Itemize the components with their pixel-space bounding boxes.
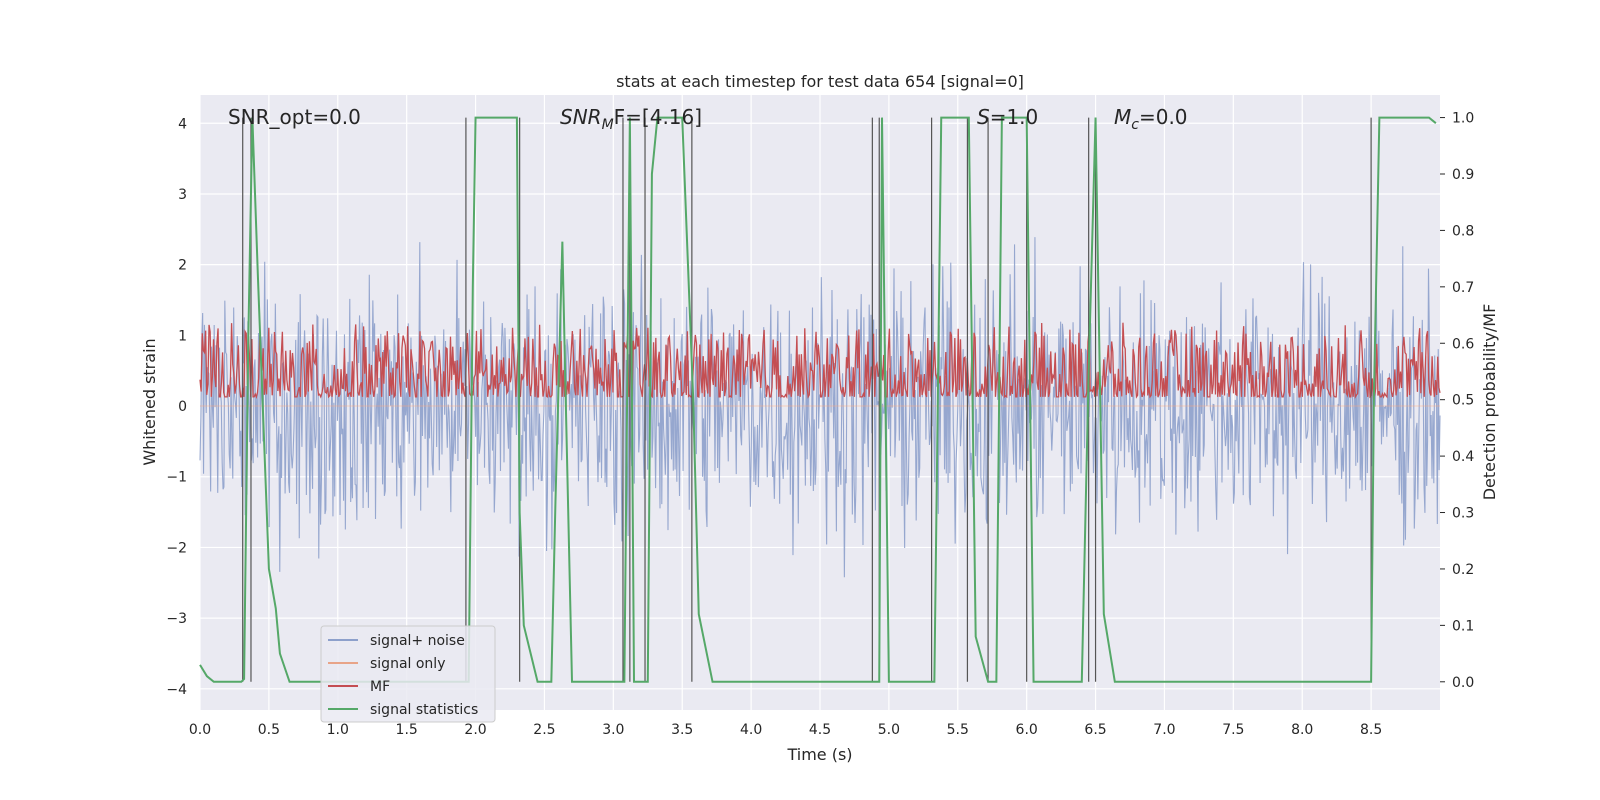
left-y-tick-label: 0 bbox=[178, 399, 187, 415]
x-tick-label: 0.5 bbox=[258, 722, 280, 738]
annotation-snr-mf: SNRMF=[4.16] bbox=[560, 105, 702, 133]
left-y-tick-label: −3 bbox=[166, 611, 187, 627]
x-tick-label: 5.0 bbox=[878, 722, 900, 738]
right-y-tick-label: 0.0 bbox=[1452, 675, 1474, 691]
annotation-mc-symbol: M bbox=[1114, 105, 1131, 129]
vertical-markers bbox=[242, 117, 1372, 682]
annotation-snr-opt: SNR_opt=0.0 bbox=[228, 105, 361, 129]
legend-label-mf: MF bbox=[370, 679, 390, 695]
x-tick-label: 3.5 bbox=[671, 722, 693, 738]
right-y-tick-label: 0.5 bbox=[1452, 393, 1474, 409]
left-y-tick-label: −4 bbox=[166, 682, 187, 698]
x-tick-label: 8.0 bbox=[1291, 722, 1313, 738]
x-tick-label: 7.5 bbox=[1222, 722, 1244, 738]
right-y-axis-label: Detection probability/MF bbox=[1480, 304, 1499, 501]
annotation-s: S=1.0 bbox=[977, 105, 1038, 129]
x-tick-label: 5.5 bbox=[947, 722, 969, 738]
x-tick-label: 7.0 bbox=[1153, 722, 1175, 738]
annotation-snr-mf-symbol: SNR bbox=[560, 105, 602, 129]
annotation-mc: Mc=0.0 bbox=[1114, 105, 1188, 133]
right-y-tick-label: 0.8 bbox=[1452, 223, 1474, 239]
chart-title: stats at each timestep for test data 654… bbox=[616, 72, 1024, 91]
right-y-tick-label: 0.9 bbox=[1452, 167, 1474, 183]
x-tick-label: 3.0 bbox=[602, 722, 624, 738]
legend-label-signal-noise: signal+ noise bbox=[370, 633, 465, 649]
x-tick-label: 4.0 bbox=[740, 722, 762, 738]
annotation-snr-mf-value: F=[4.16] bbox=[614, 105, 702, 129]
legend-label-signal-only: signal only bbox=[370, 656, 445, 672]
legend-box bbox=[320, 625, 496, 723]
annotation-mc-value: =0.0 bbox=[1139, 105, 1188, 129]
x-tick-label: 6.5 bbox=[1084, 722, 1106, 738]
left-y-tick-label: 1 bbox=[178, 328, 187, 344]
legend: signal+ noise signal only MF signal stat… bbox=[320, 625, 496, 723]
left-y-tick-label: 3 bbox=[178, 187, 187, 203]
right-y-axis-ticks: 0.0 0.1 0.2 0.3 0.4 0.5 0.6 0.7 0.8 0.9 1.0 bbox=[1440, 111, 1474, 691]
right-y-tick-label: 0.6 bbox=[1452, 336, 1474, 352]
annotation-mc-subscript: c bbox=[1131, 117, 1139, 133]
signal-statistics-series bbox=[199, 116, 1437, 683]
right-y-tick-label: 1.0 bbox=[1452, 111, 1474, 127]
x-tick-label: 2.5 bbox=[533, 722, 555, 738]
legend-label-signal-statistics: signal statistics bbox=[370, 702, 478, 718]
left-y-tick-label: 4 bbox=[178, 116, 187, 132]
x-axis-ticks: 0.0 0.5 1.0 1.5 2.0 2.5 3.0 3.5 4.0 4.5 5.0 5.5 6.0 6… bbox=[189, 722, 1382, 738]
mf-series bbox=[199, 322, 1441, 399]
right-y-tick-label: 0.2 bbox=[1452, 562, 1474, 578]
x-tick-label: 0.0 bbox=[189, 722, 211, 738]
x-tick-label: 4.5 bbox=[809, 722, 831, 738]
left-y-axis-label: Whitened strain bbox=[140, 338, 159, 465]
x-axis-label: Time (s) bbox=[786, 745, 852, 764]
left-y-tick-label: 2 bbox=[178, 258, 187, 274]
annotation-snr-mf-subscript: M bbox=[602, 117, 614, 133]
right-y-tick-label: 0.3 bbox=[1452, 506, 1474, 522]
left-y-axis-ticks: −4 −3 −2 −1 0 1 2 3 4 bbox=[166, 116, 187, 698]
left-y-tick-label: −2 bbox=[166, 540, 187, 556]
right-y-tick-label: 0.7 bbox=[1452, 280, 1474, 296]
x-tick-label: 2.0 bbox=[464, 722, 486, 738]
right-y-tick-label: 0.1 bbox=[1452, 618, 1474, 634]
signal-statistics-line bbox=[199, 116, 1437, 683]
x-tick-label: 6.0 bbox=[1016, 722, 1038, 738]
x-tick-label: 8.5 bbox=[1360, 722, 1382, 738]
x-tick-label: 1.0 bbox=[327, 722, 349, 738]
x-tick-label: 1.5 bbox=[396, 722, 418, 738]
mf-line bbox=[199, 322, 1441, 399]
annotation-s-symbol: S bbox=[977, 105, 990, 129]
annotation-s-value: =1.0 bbox=[990, 105, 1039, 129]
left-y-tick-label: −1 bbox=[166, 470, 187, 486]
right-y-tick-label: 0.4 bbox=[1452, 449, 1474, 465]
